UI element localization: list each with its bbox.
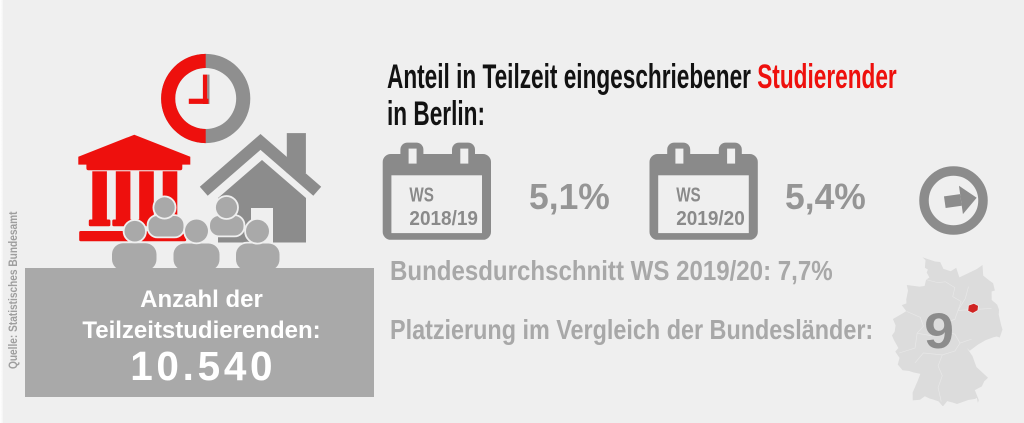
svg-text:2018/19: 2018/19	[409, 207, 478, 230]
svg-text:2019/20: 2019/20	[676, 207, 745, 230]
svg-text:WS: WS	[676, 184, 701, 207]
svg-text:WS: WS	[409, 184, 434, 207]
svg-text:9: 9	[924, 303, 954, 359]
